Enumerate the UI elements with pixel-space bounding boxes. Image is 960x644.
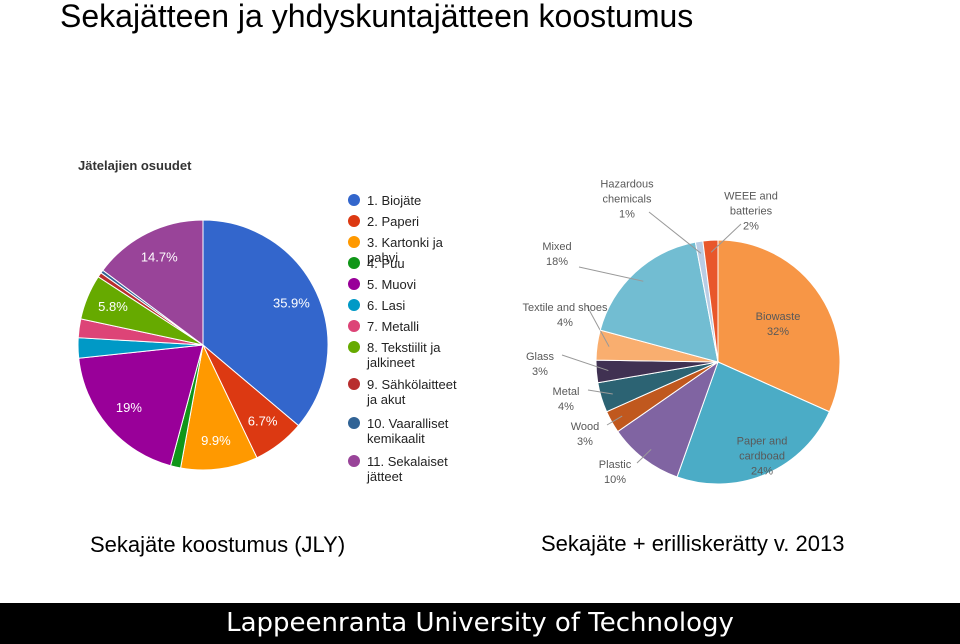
pie-slice (102, 219, 204, 346)
value-label: 3% (577, 436, 593, 448)
legend-item: 7. Metalli (348, 319, 470, 334)
legend-item: 3. Kartonki ja pahvi (348, 235, 470, 265)
charts: 35.9% 6.7% 9.9% 19% 5.8% 14.7% (77, 211, 841, 485)
legend-label: 10. Vaaralliset kemikaalit (367, 416, 449, 446)
value-label: 4% (557, 317, 573, 329)
legend-swatch (348, 194, 360, 206)
legend-item: 6. Lasi (348, 298, 470, 313)
value-label: 10% (603, 474, 627, 486)
category-label: Textile and shoes (522, 302, 608, 314)
category-label: Hazardous chemicals (600, 178, 654, 206)
legend-item: 10. Vaaralliset kemikaalit (348, 416, 470, 446)
legend-swatch (348, 378, 360, 390)
category-label: Paper and cardboad (736, 435, 788, 463)
legend-swatch (348, 299, 360, 311)
category-label: Wood (570, 421, 600, 433)
legend-label: 8. Tekstiilit ja jalkineet (367, 340, 441, 370)
data-label: 6.7% (248, 414, 278, 429)
legend-item: 8. Tekstiilit ja jalkineet (348, 340, 470, 370)
value-label: 18% (545, 256, 569, 268)
legend-item: 11. Sekalaiset jätteet (348, 454, 470, 484)
legend-label: 7. Metalli (367, 319, 420, 334)
legend-item: 1. Biojäte (348, 193, 470, 208)
pie-slice (599, 241, 719, 363)
data-label: Plastic 10% (570, 458, 660, 488)
data-label: Hazardous chemicals 1% (582, 178, 672, 223)
value-label: 24% (750, 465, 774, 478)
legend-label: 6. Lasi (367, 298, 406, 313)
data-label: Paper and cardboad 24% (717, 435, 807, 480)
pie-slice (179, 343, 258, 471)
data-label: Mixed 18% (512, 240, 602, 270)
legend-label: 1. Biojäte (367, 193, 422, 208)
value-label: 32% (766, 326, 790, 338)
data-label: WEEE and batteries 2% (706, 190, 796, 235)
leader-line (606, 415, 623, 426)
leader-line (648, 211, 702, 254)
leader-line (561, 354, 609, 372)
pie-slice (717, 239, 841, 413)
legend-item: 2. Paperi (348, 214, 470, 229)
data-label: Metal 4% (521, 385, 611, 415)
legend-label: 4. Puu (367, 256, 405, 271)
data-label: Textile and shoes 4% (520, 301, 610, 331)
category-label: Plastic (598, 459, 632, 471)
leader-line (636, 448, 652, 464)
legend-item: 9. Sähkölaitteet ja akut (348, 377, 470, 407)
legend-swatch (348, 341, 360, 353)
category-label: Glass (525, 351, 555, 363)
legend-swatch (348, 455, 360, 467)
chart-title: Jätelajien osuudet (78, 158, 192, 173)
pie-slice (78, 344, 204, 467)
slide-title: Sekajätteen ja yhdyskuntajätteen koostum… (60, 0, 694, 34)
value-label: 3% (532, 366, 548, 378)
value-label: 1% (619, 208, 635, 221)
leader-line (587, 389, 613, 395)
category-label: Mixed (542, 241, 572, 253)
leader-line (578, 266, 644, 282)
legend-item: 5. Muovi (348, 277, 470, 292)
pie-slice (617, 360, 719, 478)
data-label: 19% (116, 400, 142, 415)
category-label: WEEE and batteries (724, 190, 778, 218)
value-label: 2% (743, 220, 759, 233)
leader-line (586, 305, 610, 347)
legend-swatch (348, 236, 360, 248)
pie-slice (702, 239, 719, 363)
footer: Lappeenranta University of Technology (0, 603, 960, 644)
data-label: Wood 3% (540, 420, 630, 450)
leader-line (710, 223, 742, 253)
data-label: 14.7% (141, 249, 178, 264)
legend-swatch (348, 417, 360, 429)
pie-slice (202, 219, 329, 427)
legend-label: 11. Sekalaiset jätteet (367, 454, 448, 484)
legend-swatch (348, 278, 360, 290)
data-label: 5.8% (98, 299, 128, 314)
legend-item: 4. Puu (348, 256, 470, 271)
data-label: Biowaste 32% (733, 310, 823, 340)
legend-swatch (348, 320, 360, 332)
category-label: Metal (552, 386, 580, 398)
data-label: Glass 3% (495, 350, 585, 380)
legend-label: 3. Kartonki ja pahvi (367, 235, 443, 265)
value-label: 4% (558, 401, 574, 413)
legend-label: 5. Muovi (367, 277, 417, 292)
pie-slice (676, 361, 831, 485)
data-label: 9.9% (201, 433, 231, 448)
legend-swatch (348, 257, 360, 269)
chart-caption: Sekajäte koostumus (JLY) (90, 532, 346, 557)
legend-swatch (348, 215, 360, 227)
legend-label: 9. Sähkölaitteet ja akut (367, 377, 457, 407)
data-label: 35.9% (273, 295, 310, 310)
legend-label: 2. Paperi (367, 214, 420, 229)
chart-caption: Sekajäte + erilliskerätty v. 2013 (541, 531, 845, 556)
category-label: Biowaste (755, 311, 801, 323)
